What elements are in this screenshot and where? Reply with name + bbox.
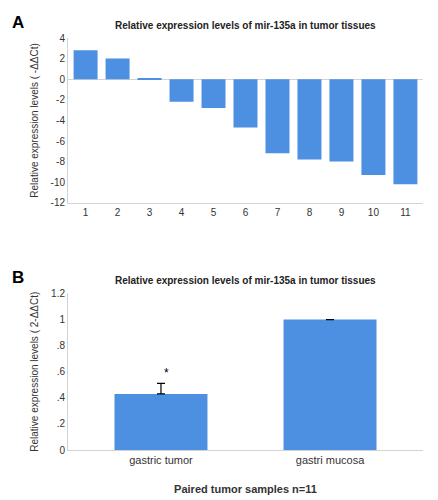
svg-text:Relative expression levels of: Relative expression levels of mir-135a i… (115, 275, 376, 286)
svg-text:5: 5 (211, 207, 217, 218)
svg-text:A: A (12, 13, 24, 32)
svg-text:1: 1 (83, 207, 89, 218)
svg-text:Relative expression levels ( 2: Relative expression levels ( 2-ΔΔCt) (29, 292, 40, 452)
svg-text:3: 3 (147, 207, 153, 218)
svg-text:2: 2 (59, 53, 65, 64)
svg-text:-8: -8 (56, 156, 65, 167)
svg-text:2: 2 (115, 207, 121, 218)
svg-text:6: 6 (243, 207, 249, 218)
svg-text:7: 7 (275, 207, 281, 218)
svg-text:.4: .4 (57, 392, 66, 403)
svg-text:11: 11 (400, 207, 411, 218)
svg-text:gastric tumor: gastric tumor (129, 454, 193, 466)
svg-text:Relative expression levels ( -: Relative expression levels ( -ΔΔCt) (29, 43, 40, 198)
svg-text:0: 0 (59, 445, 65, 456)
svg-text:-12: -12 (51, 197, 66, 208)
svg-text:4: 4 (179, 207, 185, 218)
svg-text:-2: -2 (56, 94, 65, 105)
svg-text:Paired tumor samples n=11: Paired tumor samples n=11 (174, 483, 317, 495)
svg-text:1.2: 1.2 (51, 288, 65, 299)
svg-text:10: 10 (368, 207, 380, 218)
svg-text:4: 4 (59, 33, 65, 44)
svg-text:gastri mucosa: gastri mucosa (296, 454, 365, 466)
svg-text:.2: .2 (57, 418, 66, 429)
svg-text:8: 8 (307, 207, 313, 218)
svg-text:B: B (12, 268, 24, 287)
svg-text:1: 1 (59, 314, 65, 325)
svg-text:-6: -6 (56, 136, 65, 147)
svg-text:9: 9 (339, 207, 345, 218)
svg-text:0: 0 (59, 74, 65, 85)
svg-text:*: * (164, 366, 169, 380)
svg-text:-10: -10 (51, 177, 66, 188)
svg-text:.8: .8 (57, 340, 66, 351)
svg-text:.6: .6 (57, 366, 66, 377)
svg-text:Relative expression levels of: Relative expression levels of mir-135a i… (115, 20, 376, 31)
svg-text:-4: -4 (56, 115, 65, 126)
